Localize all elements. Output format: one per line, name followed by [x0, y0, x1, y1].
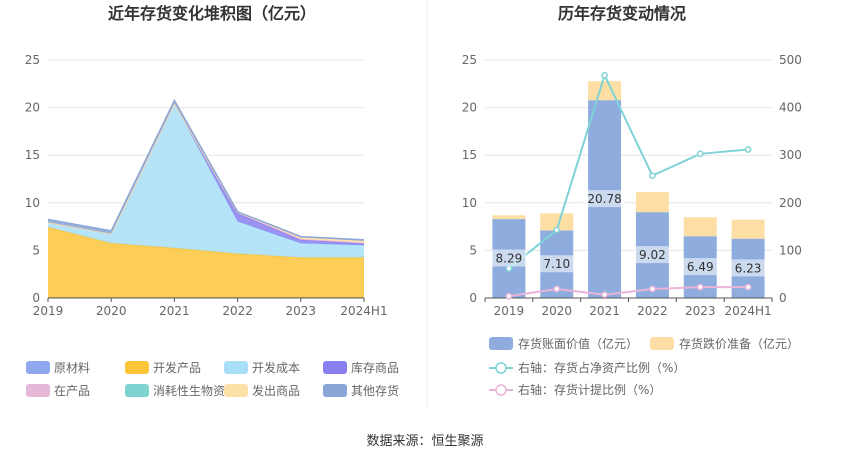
data-label: 6.23: [735, 261, 762, 275]
legend-label-4: 库存商品: [351, 360, 399, 375]
legend-swatch-2: [125, 361, 149, 374]
legend-label-line-2: 右轴：存货计提比例（%）: [518, 382, 661, 397]
y-tick-label: 20: [25, 101, 40, 115]
y-left-tick-label: 5: [469, 243, 477, 257]
y-left-tick-label: 25: [462, 53, 477, 67]
y-left-tick-label: 20: [462, 101, 477, 115]
line-point-2: [744, 283, 752, 291]
y-tick-label: 15: [25, 148, 40, 162]
area-series-8: [48, 100, 364, 241]
legend-marker-1: [495, 362, 507, 374]
legend-swatch-1: [26, 361, 50, 374]
bar-2: [492, 215, 526, 220]
legend-label-bar-2: 存货跌价准备（亿元）: [679, 336, 799, 351]
y-right-tick-label: 400: [779, 101, 802, 115]
data-label-bg: [583, 190, 627, 208]
line-point-2: [505, 292, 513, 300]
x-tick-label: 2023: [286, 304, 317, 318]
y-left-tick-label: 10: [462, 196, 477, 210]
legend-label-7: 发出商品: [252, 383, 300, 398]
legend-label-3: 开发成本: [252, 360, 300, 375]
x-tick-label: 2022: [637, 304, 668, 318]
line-point-2: [649, 285, 656, 293]
x-tick-label: 2024H1: [340, 304, 387, 318]
data-label-bg: [490, 249, 527, 267]
legend-swatch-4: [323, 361, 347, 374]
data-label: 7.10: [543, 257, 570, 271]
bar-2: [683, 217, 717, 237]
x-tick-label: 2020: [96, 304, 127, 318]
legend-swatch-bar-2: [650, 337, 674, 350]
data-label-bg: [682, 258, 719, 276]
data-label-bg: [538, 255, 575, 273]
legend-swatch-5: [26, 384, 50, 397]
legend-swatch-7: [224, 384, 248, 397]
y-tick-label: 25: [25, 53, 40, 67]
y-left-tick-label: 0: [469, 291, 477, 305]
bar-line-chart: 0 5 10 15 20 25 0 100 200 300 400 500 2019 2020 2021 20…: [462, 53, 802, 397]
y-tick-label: 5: [32, 243, 40, 257]
line-point-2: [553, 285, 561, 293]
legend-label-5: 在产品: [54, 384, 90, 398]
line-point-1: [505, 265, 513, 272]
bar-2: [540, 213, 574, 231]
x-tick-label: 2022: [222, 304, 253, 318]
data-label: 6.49: [687, 260, 714, 274]
y-tick-label: 10: [25, 196, 40, 210]
legend-swatch-6: [125, 384, 149, 397]
y-right-tick-label: 0: [779, 291, 787, 305]
x-tick-label: 2021: [589, 304, 620, 318]
bar-2: [635, 192, 669, 213]
x-tick-label: 2019: [494, 304, 525, 318]
line-point-1: [744, 146, 752, 153]
line-point-2: [696, 283, 704, 291]
y-right-tick-label: 500: [779, 53, 802, 67]
y-right-tick-label: 200: [779, 196, 802, 210]
x-tick-label: 2021: [159, 304, 190, 318]
y-right-tick-label: 300: [779, 148, 802, 162]
bar-2: [588, 81, 622, 101]
data-label: 9.02: [639, 248, 666, 262]
legend-label-2: 开发产品: [153, 360, 201, 375]
line-point-1: [601, 71, 608, 79]
legend-label-8: 其他存货: [351, 383, 399, 398]
legend-marker-2: [495, 384, 507, 396]
data-label-bg: [634, 246, 671, 264]
y-right-tick-label: 100: [779, 243, 802, 257]
line-point-1: [553, 226, 561, 234]
x-tick-label: 2019: [33, 304, 64, 318]
area-series-3: [48, 103, 364, 258]
right-chart-title: 历年存货变动情况: [558, 4, 686, 23]
line-point-1: [649, 172, 656, 180]
line-point-2: [601, 291, 608, 299]
legend-swatch-3: [224, 361, 248, 374]
data-label-bg: [730, 259, 767, 277]
y-tick-label: 0: [32, 291, 40, 305]
bar-2: [731, 219, 765, 239]
line-series-2: [508, 286, 749, 298]
x-tick-label: 2023: [685, 304, 716, 318]
legend-swatch-bar-1: [489, 337, 513, 350]
legend-label-1: 原材料: [54, 361, 90, 375]
line-series-1: [508, 72, 749, 270]
data-label: 8.29: [496, 252, 523, 266]
legend-label-bar-1: 存货账面价值（亿元）: [518, 336, 638, 351]
x-tick-label: 2024H1: [724, 304, 771, 318]
left-chart-title: 近年存货变化堆积图（亿元）: [108, 4, 316, 23]
stacked-area-chart: 0 5 10 15 20 25 2019 2020 2021 2022 2023 2024H1 原材料 开…: [25, 53, 399, 398]
legend-label-6: 消耗性生物资产: [153, 384, 237, 398]
legend-swatch-8: [323, 384, 347, 397]
data-label: 20.78: [587, 192, 621, 206]
legend-label-line-1: 右轴：存货占净资产比例（%）: [518, 360, 685, 375]
area-series-8-edge: [47, 98, 365, 241]
x-tick-label: 2020: [541, 304, 572, 318]
y-left-tick-label: 15: [462, 148, 477, 162]
line-point-1: [696, 150, 704, 158]
data-source-note: 数据来源：恒生聚源: [366, 434, 484, 449]
